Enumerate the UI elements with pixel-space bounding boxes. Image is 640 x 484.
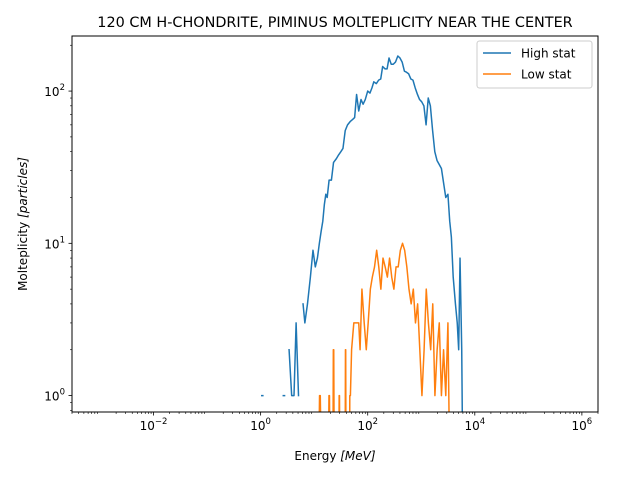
x-axis: 10−2 100 102 104 106 xyxy=(71,412,599,433)
y-tick-label: 100 xyxy=(44,388,65,404)
y-axis-label-text: Molteplicity xyxy=(16,218,30,291)
legend-label: Low stat xyxy=(521,68,572,82)
x-axis-label-text: Energy xyxy=(294,449,340,463)
plot-frame xyxy=(71,35,599,413)
legend: High stat Low stat xyxy=(476,40,593,89)
x-tick-label: 104 xyxy=(464,417,485,433)
x-tick-label: 102 xyxy=(357,417,378,433)
y-tick-label: 101 xyxy=(44,235,65,251)
x-tick-label: 10−2 xyxy=(140,417,168,433)
x-axis-label: Energy [MeV] xyxy=(294,449,375,463)
x-tick-label: 100 xyxy=(250,417,271,433)
y-axis-label-unit: [particles] xyxy=(16,157,30,218)
x-tick-label: 106 xyxy=(572,417,593,433)
series-line-low-stat xyxy=(318,242,450,412)
x-axis-label-unit: [MeV] xyxy=(340,449,376,463)
series-layer xyxy=(261,55,464,412)
legend-label: High stat xyxy=(521,47,576,61)
chart-title: 120 CM H-CHONDRITE, PIMINUS MOLTEPLICITY… xyxy=(97,15,572,31)
y-axis-label: Molteplicity [particles] xyxy=(16,157,30,291)
series-line-high-stat xyxy=(261,55,464,412)
y-tick-label: 102 xyxy=(44,83,65,99)
